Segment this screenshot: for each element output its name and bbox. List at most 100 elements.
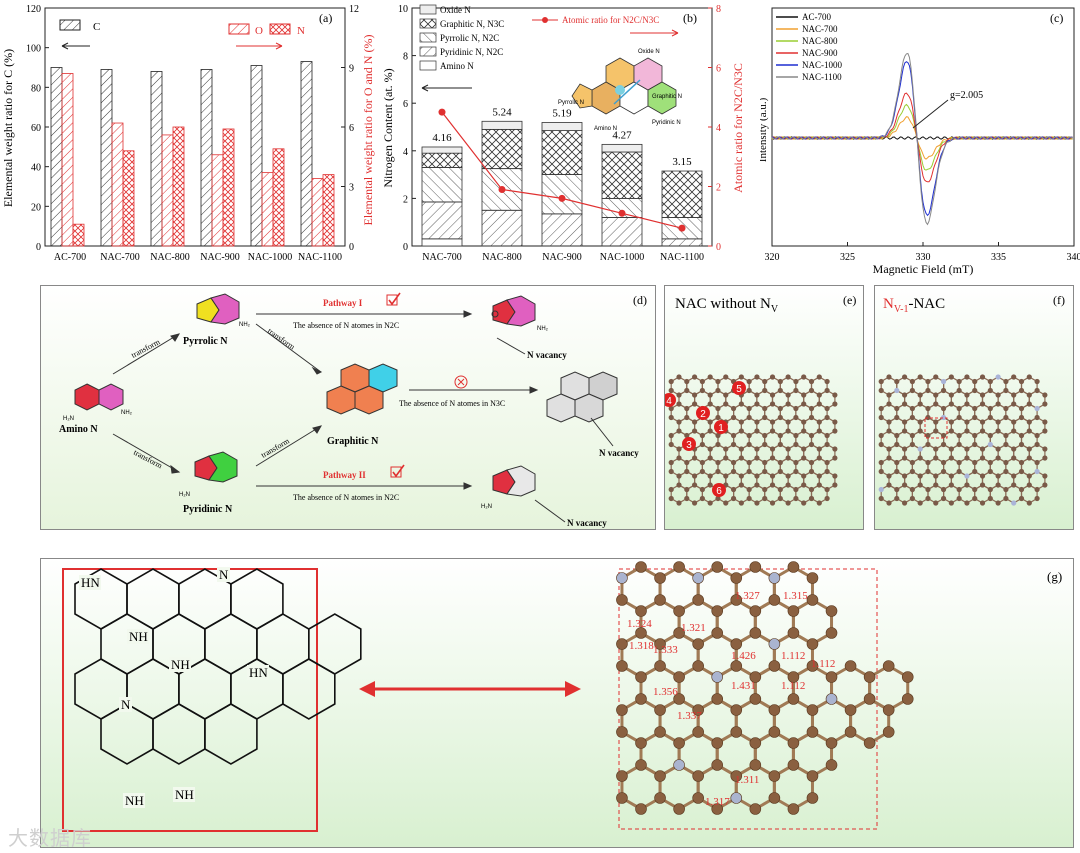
nitrogen-atom bbox=[995, 374, 1001, 380]
carbon-atom bbox=[1034, 378, 1040, 385]
carbon-atom bbox=[793, 405, 799, 412]
carbon-atom bbox=[894, 486, 900, 493]
carbon-atom bbox=[825, 605, 838, 617]
bar-segment-3-0 bbox=[421, 152, 463, 168]
carbon-atom bbox=[787, 693, 800, 705]
carbon-atom bbox=[940, 486, 947, 493]
carbon-atom bbox=[654, 704, 666, 716]
carbon-atom bbox=[635, 759, 647, 771]
carbon-atom bbox=[948, 500, 954, 506]
y-tick-label-right: 3 bbox=[349, 183, 354, 194]
carbon-atom bbox=[762, 405, 768, 412]
carbon-atom bbox=[616, 660, 628, 672]
carbon-atom bbox=[691, 473, 698, 479]
carbon-atom bbox=[768, 594, 781, 606]
carbon-atom bbox=[754, 374, 760, 380]
carbon-atom bbox=[715, 378, 721, 385]
y-tick-label-right: 2 bbox=[716, 183, 721, 194]
carbon-atom bbox=[979, 401, 986, 407]
carbon-atom bbox=[723, 446, 729, 452]
bar-total-label: 5.24 bbox=[492, 106, 512, 118]
carbon-atom bbox=[711, 561, 724, 573]
site-marker-2 bbox=[696, 406, 710, 420]
carbon-atom bbox=[676, 473, 682, 479]
carbon-atom bbox=[668, 405, 674, 412]
panel-f-title: NV-1-NAC bbox=[883, 296, 945, 315]
carbon-atom bbox=[964, 401, 970, 407]
carbon-atom bbox=[808, 441, 815, 448]
carbon-atom bbox=[825, 627, 838, 639]
y-tick-label-left: 0 bbox=[403, 242, 408, 253]
y-tick-label-left: 4 bbox=[403, 147, 408, 158]
carbon-atom bbox=[863, 737, 876, 749]
carbon-atom bbox=[1018, 414, 1025, 421]
carbon-atom bbox=[730, 468, 737, 475]
bond-length-label: 1.324 bbox=[627, 618, 652, 630]
carbon-atom bbox=[754, 500, 760, 506]
carbon-atom bbox=[746, 486, 752, 493]
carbon-atom bbox=[940, 468, 947, 475]
panel-g: (g) HN NH N NH HN N NH NH 1.324 1.318 1.321 1.333 1… bbox=[40, 558, 1074, 848]
panel-d: (d) H₂N NH₂ Amino N NH₂ Pyrrolic N H₂N P… bbox=[40, 285, 656, 530]
carbon-atom bbox=[801, 473, 807, 479]
carbon-atom bbox=[762, 441, 768, 448]
carbon-atom bbox=[762, 378, 768, 385]
carbon-atom bbox=[901, 374, 908, 380]
carbon-atom bbox=[806, 572, 819, 584]
carbon-atom bbox=[673, 627, 685, 639]
nitrogen-atom bbox=[711, 671, 724, 683]
carbon-atom bbox=[824, 432, 830, 439]
carbon-atom bbox=[673, 737, 685, 749]
carbon-atom bbox=[979, 446, 986, 452]
carbon-atom bbox=[1042, 401, 1048, 407]
carbon-atom bbox=[635, 561, 647, 573]
bond-length-label: 1.317 bbox=[705, 796, 730, 808]
legend-swatch-4 bbox=[419, 60, 437, 71]
carbon-atom bbox=[668, 378, 674, 385]
carbon-atom bbox=[808, 387, 815, 394]
carbon-atom bbox=[1003, 486, 1009, 493]
carbon-atom bbox=[917, 500, 923, 506]
carbon-atom bbox=[785, 482, 791, 488]
carbon-atom bbox=[673, 561, 685, 573]
carbon-atom bbox=[754, 392, 760, 398]
carbon-atom bbox=[940, 405, 947, 412]
panel-d-tag: (d) bbox=[633, 293, 647, 307]
bar-o-0 bbox=[61, 73, 74, 247]
legend-label-4: Amino N bbox=[440, 61, 474, 71]
panel-g-tag: (g) bbox=[1047, 569, 1062, 584]
carbon-atom bbox=[707, 401, 713, 407]
carbon-atom bbox=[801, 455, 807, 461]
inset-molecule: Oxide N Graphitic N Pyrrolic N Pyridinic… bbox=[558, 49, 682, 132]
carbon-atom bbox=[635, 605, 647, 617]
carbon-atom bbox=[909, 378, 915, 385]
carbon-atom bbox=[878, 414, 884, 421]
carbon-atom bbox=[711, 627, 724, 639]
carbon-atom bbox=[785, 392, 791, 398]
bond-length-label: 1.112 bbox=[811, 658, 835, 670]
carbon-atom bbox=[956, 468, 962, 475]
right-arrow-icon bbox=[236, 42, 283, 50]
svg-text:H₂N: H₂N bbox=[481, 504, 492, 510]
carbon-atom bbox=[948, 482, 954, 488]
nitrogen-atom bbox=[616, 572, 628, 584]
nitrogen-atom bbox=[768, 572, 781, 584]
inset-pyridinic-label: Pyridinic N bbox=[652, 120, 681, 126]
carbon-atom bbox=[894, 459, 900, 466]
carbon-atom bbox=[816, 482, 822, 488]
carbon-atom bbox=[844, 660, 857, 672]
carbon-atom bbox=[886, 374, 892, 380]
bar-segment-4-1 bbox=[481, 120, 523, 130]
carbon-atom bbox=[707, 392, 713, 398]
carbon-atom bbox=[808, 468, 815, 475]
carbon-atom bbox=[832, 428, 838, 434]
carbon-atom bbox=[886, 446, 892, 452]
carbon-atom bbox=[824, 387, 830, 394]
carbon-atom bbox=[1003, 495, 1009, 502]
y-tick-label-left: 100 bbox=[26, 44, 41, 55]
carbon-atom bbox=[730, 660, 743, 672]
carbon-atom bbox=[824, 495, 830, 502]
carbon-atom bbox=[668, 495, 674, 502]
carbon-atom bbox=[668, 486, 674, 493]
carbon-atom bbox=[730, 486, 737, 493]
